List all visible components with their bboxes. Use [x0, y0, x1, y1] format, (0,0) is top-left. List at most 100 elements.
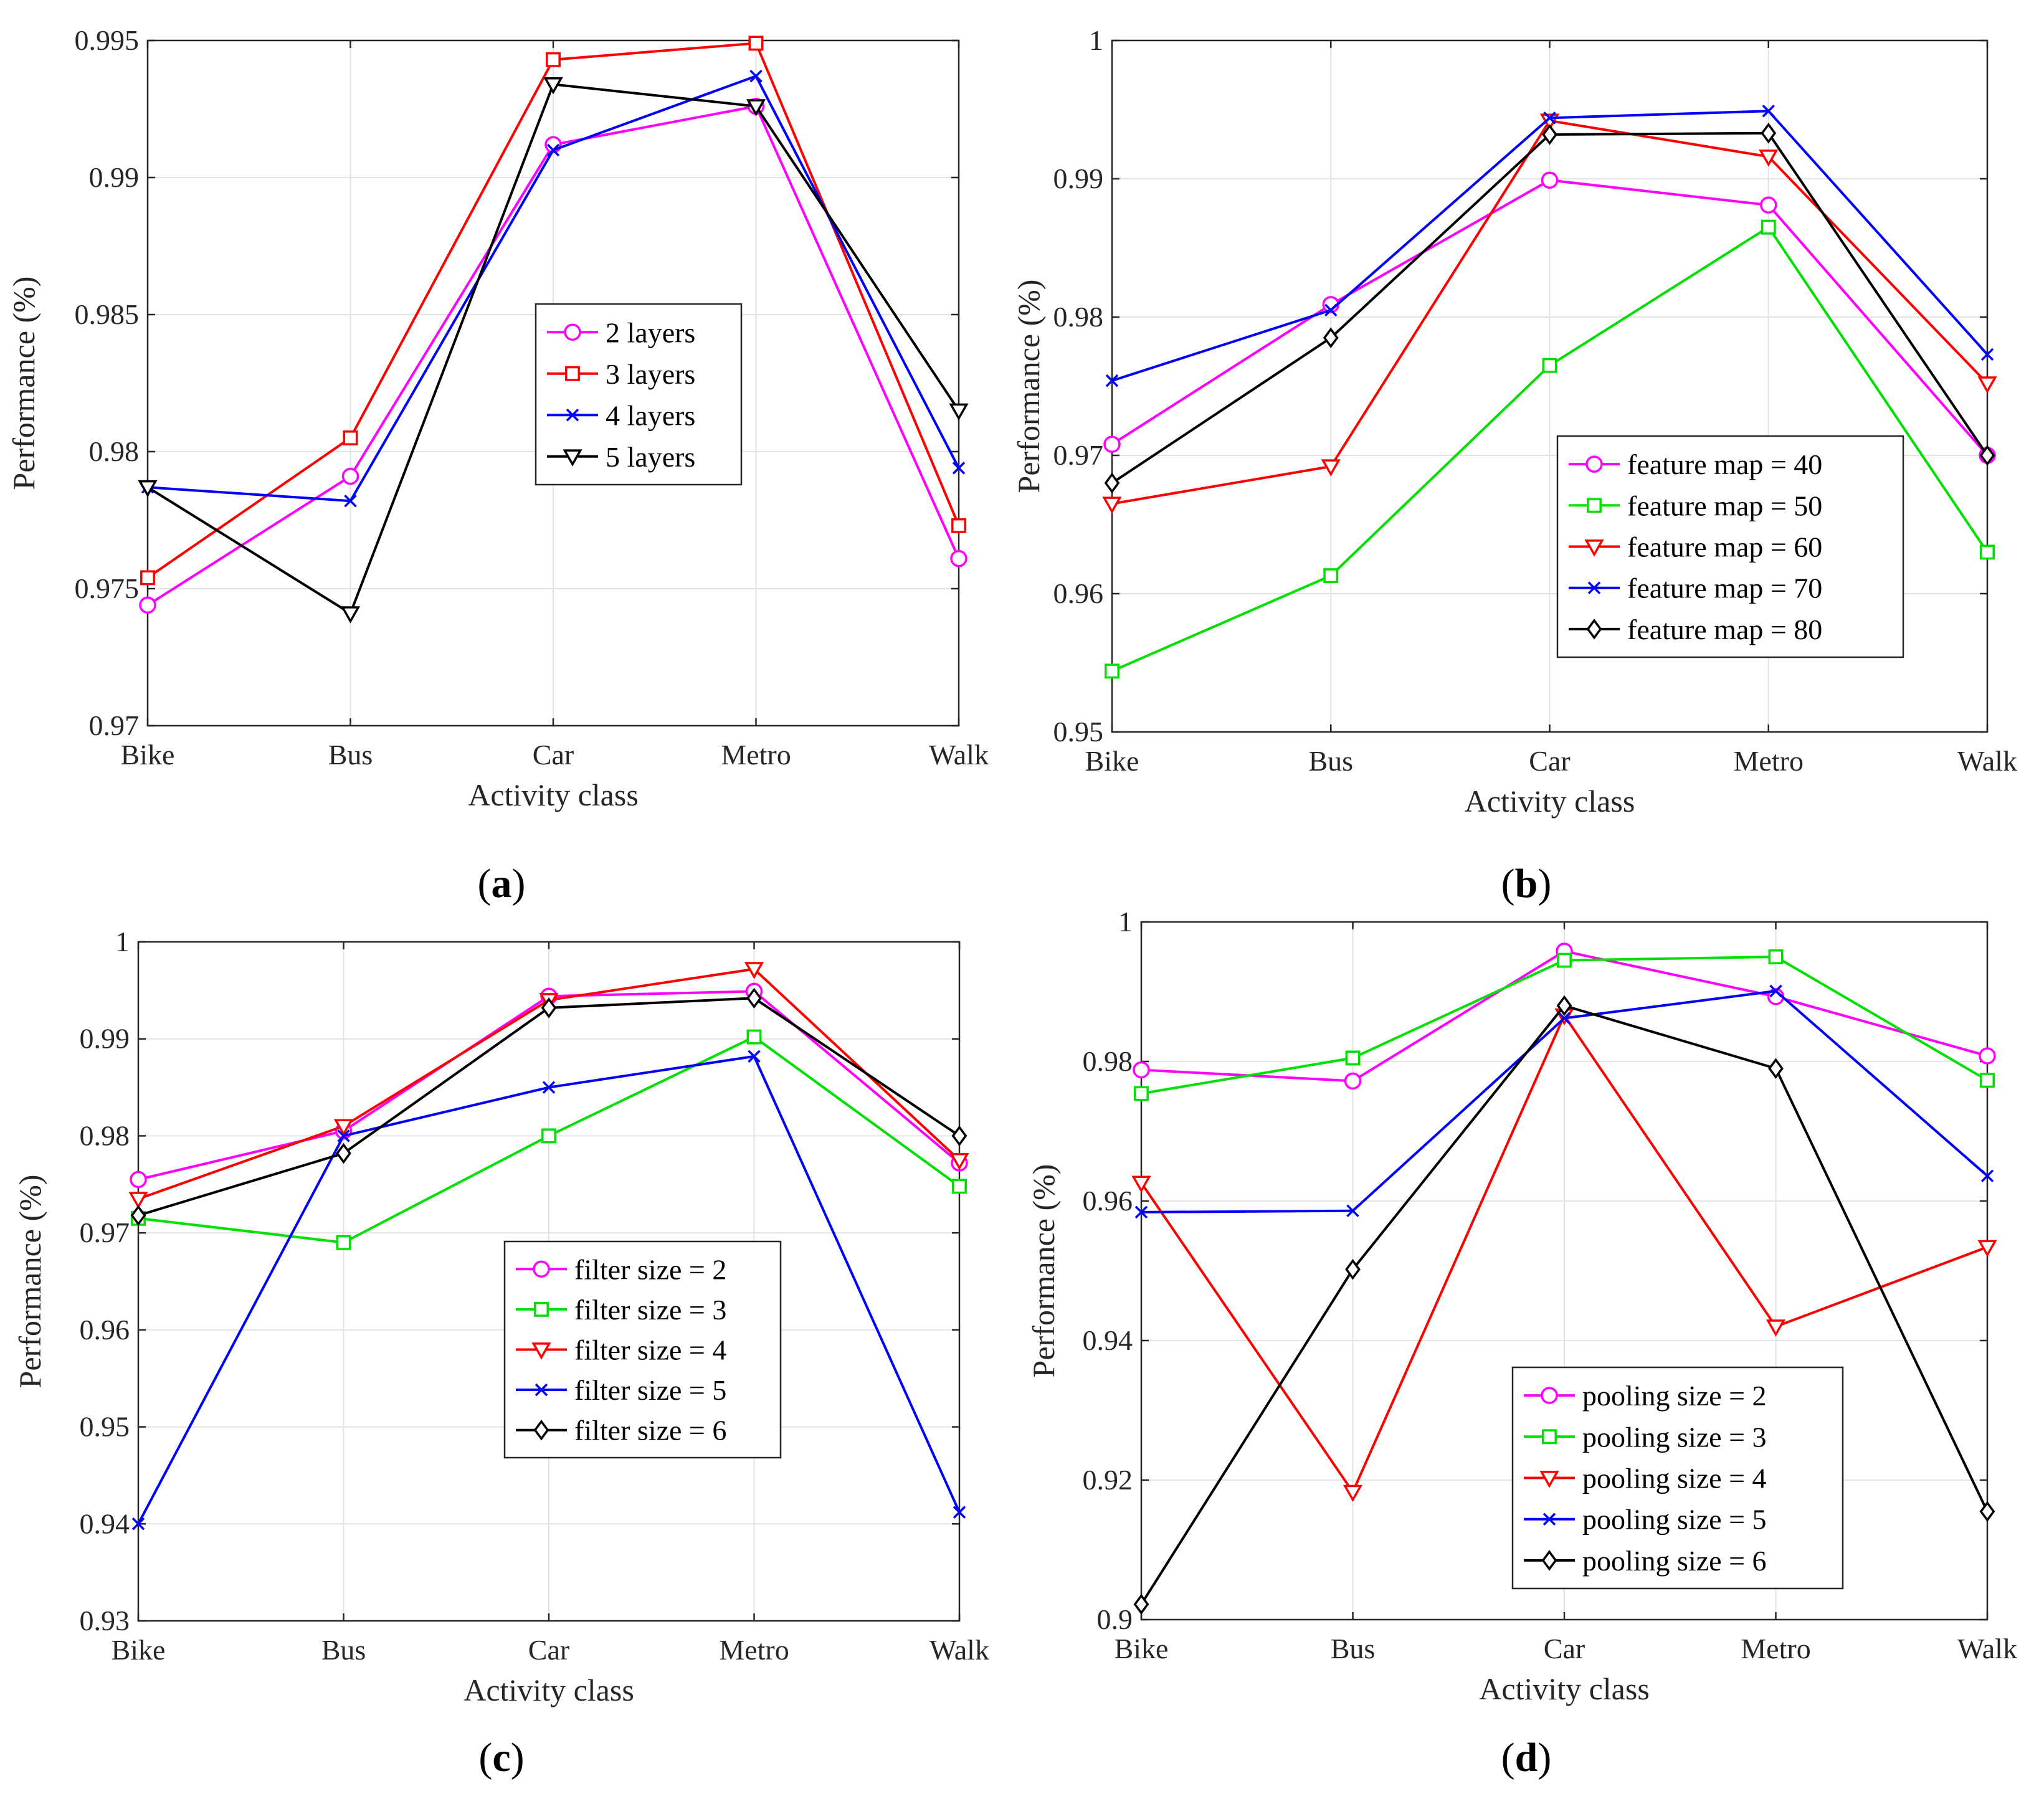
y-tick-label: 0.97	[89, 710, 140, 741]
legend-marker	[1584, 539, 1604, 557]
x-tick-label: Bike	[112, 1634, 166, 1666]
y-tick-label: 1	[1089, 24, 1103, 56]
x-tick-label: Bike	[1115, 1633, 1169, 1664]
x-tick-label: Metro	[1741, 1633, 1810, 1664]
data-point	[744, 962, 764, 979]
y-tick-label: 0.92	[1083, 1464, 1133, 1496]
chart-panel-c: 0.93 0.94 0.95 0.96 0.97 0.98 0.99 1 Bike Bus Car M…	[12, 926, 989, 1780]
legend-marker	[1541, 1387, 1558, 1404]
y-axis-label: Performance (%)	[1026, 1164, 1061, 1378]
data-point	[138, 480, 158, 498]
data-point	[1542, 124, 1557, 145]
y-tick-label: 0.98	[1053, 301, 1104, 333]
data-point	[1345, 1050, 1361, 1066]
series-filter-size-6	[130, 987, 967, 1226]
data-point	[1104, 472, 1120, 494]
legend-entry: filter size = 6	[574, 1415, 726, 1446]
chart-panel-d: 0.9 0.92 0.94 0.96 0.98 1 Bike Bus Car Metro Walk A…	[1026, 906, 2017, 1780]
data-point	[336, 1142, 351, 1164]
y-axis-label: Performance (%)	[12, 1175, 47, 1389]
data-point	[749, 69, 763, 83]
data-point	[541, 1128, 556, 1144]
data-point	[953, 1506, 966, 1519]
y-tick-label: 0.99	[89, 161, 140, 193]
x-tick-label: Metro	[1734, 745, 1804, 777]
legend-marker	[1542, 1429, 1557, 1445]
series-5-layers	[138, 77, 969, 624]
y-tick-label: 0.99	[1053, 163, 1104, 194]
legend-entry: 2 layers	[606, 316, 695, 348]
data-point	[748, 1050, 761, 1063]
series-feature-map-70	[1105, 104, 1994, 387]
y-tick-label: 0.95	[1053, 716, 1104, 748]
data-point	[546, 143, 560, 157]
legend-entry: pooling size = 4	[1582, 1463, 1767, 1494]
data-point	[128, 1192, 148, 1209]
data-point	[333, 1119, 354, 1137]
data-point	[340, 606, 361, 624]
x-tick-label: Walk	[1957, 745, 2017, 777]
x-axis-label: Activity class	[468, 777, 639, 812]
x-tick-label: Car	[533, 739, 574, 771]
data-point	[542, 1081, 556, 1094]
series-pooling-size-6	[1133, 995, 1995, 1615]
y-tick-label: 0.98	[1083, 1045, 1133, 1077]
data-point	[1105, 374, 1119, 387]
data-point	[1762, 104, 1775, 118]
y-tick-label: 0.96	[1053, 577, 1104, 609]
data-point	[337, 1129, 350, 1142]
legend-marker	[535, 1383, 548, 1397]
data-point	[949, 1153, 969, 1170]
data-point	[541, 997, 557, 1018]
data-point	[1557, 1012, 1571, 1025]
data-point	[1980, 544, 1995, 560]
data-point	[1768, 1058, 1784, 1079]
data-point	[748, 36, 764, 51]
legend: pooling size = 2 pooling size = 3 pooling …	[1511, 1366, 1844, 1590]
legend-marker	[1587, 581, 1601, 594]
legend-marker	[1541, 1550, 1557, 1571]
data-point	[1979, 1047, 1996, 1065]
series-pooling-size-5	[1134, 984, 1994, 1219]
legend-marker	[1587, 498, 1602, 513]
data-point	[336, 1235, 351, 1250]
legend-entry: feature map = 50	[1627, 490, 1822, 521]
data-point	[1102, 496, 1122, 514]
x-tick-label: Metro	[719, 1634, 789, 1666]
legend: 2 layers 3 layers 4 layers 5 layers	[535, 303, 743, 486]
x-tick-label: Walk	[1957, 1633, 2017, 1664]
panel-label: (a)	[478, 861, 526, 906]
data-point	[1980, 1169, 1994, 1182]
y-tick-label: 0.96	[1083, 1185, 1133, 1217]
data-point	[1323, 327, 1339, 349]
legend-marker	[1543, 1512, 1556, 1526]
data-point	[343, 430, 358, 445]
x-axis-label: Activity class	[463, 1673, 634, 1707]
x-tick-label: Walk	[929, 739, 989, 771]
legend-marker	[565, 366, 580, 381]
series-feature-map-50	[1105, 219, 1995, 679]
data-point	[1345, 1259, 1361, 1280]
x-axis-label: Activity class	[1465, 784, 1635, 819]
series-pooling-size-3	[1134, 949, 1995, 1101]
data-point	[1759, 150, 1779, 167]
legend-entry: feature map = 70	[1627, 572, 1822, 604]
series-3-layers	[140, 36, 966, 586]
y-tick-label: 1	[1118, 906, 1133, 938]
data-point	[1324, 303, 1338, 317]
data-point	[1103, 435, 1121, 453]
chart-panel-b: 0.95 0.96 0.97 0.98 0.99 1 Bike Bus Car Metro Walk…	[1011, 24, 2017, 906]
data-point	[1768, 949, 1784, 964]
legend-marker	[563, 449, 582, 467]
data-point	[1542, 358, 1557, 373]
legend-marker	[534, 1301, 549, 1317]
y-tick-label: 1	[115, 926, 130, 957]
data-point	[950, 549, 967, 567]
data-point	[1543, 112, 1556, 125]
legend: feature map = 40 feature map = 50 feature …	[1556, 435, 1904, 658]
data-point	[1105, 663, 1119, 679]
series-feature-map-80	[1104, 122, 1995, 494]
legend-marker	[1539, 1471, 1559, 1488]
data-point	[1134, 1086, 1149, 1101]
